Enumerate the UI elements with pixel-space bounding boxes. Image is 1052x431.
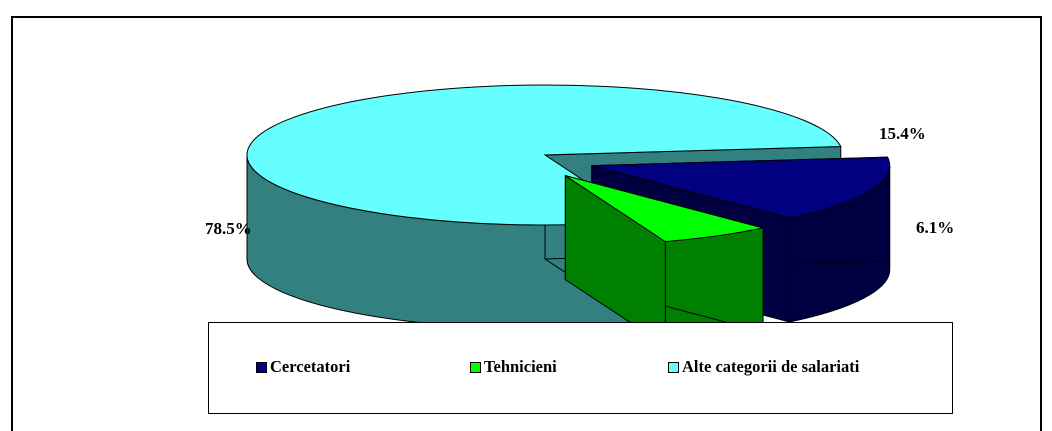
slice-top <box>246 84 842 226</box>
legend: Cercetatori Tehnicieni Alte categorii de… <box>208 322 953 414</box>
legend-item-alte: Alte categorii de salariati <box>668 357 859 377</box>
pie-slice-tehnicieni <box>564 174 764 347</box>
legend-swatch-alte <box>668 361 679 373</box>
legend-item-cercetatori: Cercetatori <box>256 357 350 377</box>
legend-swatch-tehnicieni <box>470 361 481 373</box>
slice-top <box>565 175 764 243</box>
slice-top <box>591 156 891 219</box>
data-label-tehnicieni: 6.1% <box>916 218 955 237</box>
legend-swatch-cercetatori <box>256 361 267 373</box>
pie-chart <box>246 84 891 347</box>
data-label-cercetatori: 15.4% <box>879 124 926 143</box>
chart-area: 15.4% 6.1% 78.5% Cercetatori Tehnicieni … <box>11 16 1042 431</box>
legend-label-cercetatori: Cercetatori <box>270 357 351 376</box>
data-label-alte: 78.5% <box>205 219 252 238</box>
legend-label-tehnicieni: Tehnicieni <box>484 357 557 376</box>
legend-item-tehnicieni: Tehnicieni <box>470 357 557 377</box>
legend-label-alte: Alte categorii de salariati <box>682 357 860 376</box>
